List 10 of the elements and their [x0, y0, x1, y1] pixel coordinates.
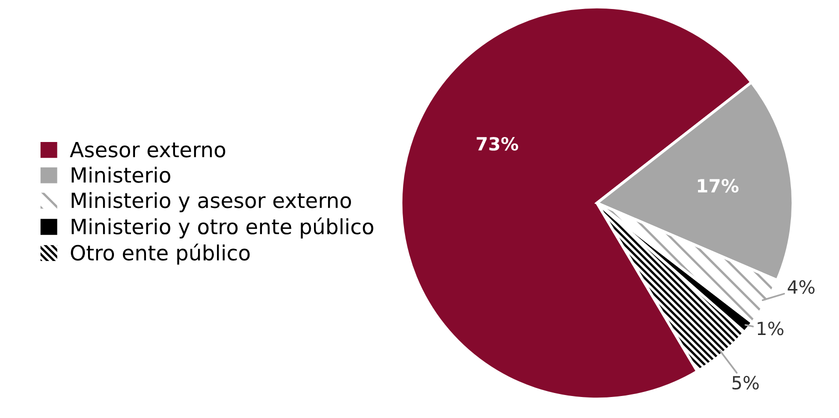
data-label: 1%	[758, 322, 784, 336]
data-label: 5%	[732, 376, 759, 390]
data-label: 4%	[788, 280, 815, 294]
data-label: 73%	[476, 136, 518, 151]
data-label: 17%	[698, 178, 739, 193]
legend-label: Ministerio y asesor externo	[72, 192, 351, 212]
legend-label: Asesor externo	[70, 142, 226, 158]
legend-label: Ministerio y otro ente público	[72, 217, 374, 238]
legend-label: Ministerio	[72, 166, 170, 183]
legend-label: Otro ente público	[70, 244, 250, 265]
